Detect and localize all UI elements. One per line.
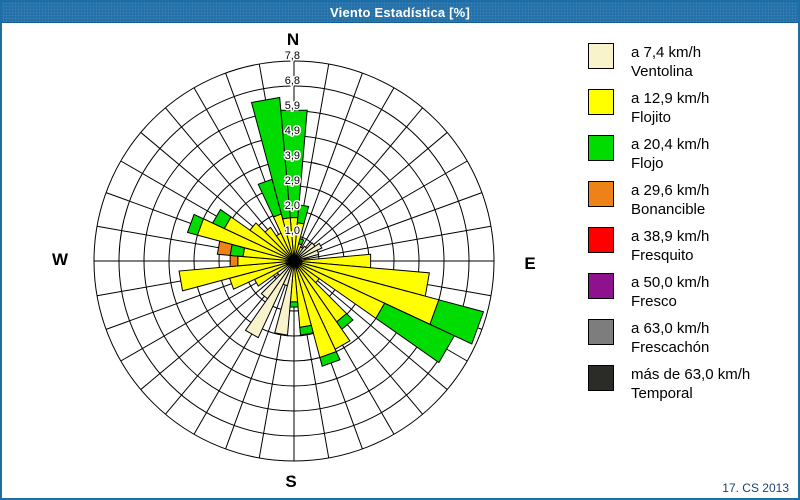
legend-item: a 63,0 km/h Frescachón: [588, 319, 788, 357]
legend-swatch: [588, 135, 614, 161]
ring-label: 4,9: [285, 125, 300, 137]
legend-item: más de 63,0 km/h Temporal: [588, 365, 788, 403]
chart-area: 1,0 2,0 2,9 3,9 4,9 5,9 6,8 7,8 N E S W a 7,4 k…: [2, 23, 798, 498]
legend: a 7,4 km/h Ventolina a 12,9 km/h Flojito a 2…: [588, 43, 788, 411]
legend-item: a 20,4 km/h Flojo: [588, 135, 788, 173]
legend-label: más de 63,0 km/h Temporal: [631, 366, 751, 402]
legend-label: a 20,4 km/h Flojo: [631, 136, 710, 172]
legend-item: a 29,6 km/h Bonancible: [588, 181, 788, 219]
legend-label: a 50,0 km/h Fresco: [631, 274, 710, 310]
compass-east-label: E: [524, 254, 536, 273]
legend-swatch: [588, 365, 614, 391]
ring-label: 7,8: [285, 50, 300, 62]
ring-label: 2,0: [285, 200, 300, 212]
legend-label: a 29,6 km/h Bonancible: [631, 182, 710, 218]
ring-label: 1,0: [285, 225, 300, 237]
legend-swatch: [588, 319, 614, 345]
legend-item: a 38,9 km/h Fresquito: [588, 227, 788, 265]
legend-swatch: [588, 89, 614, 115]
compass-west-label: W: [51, 250, 69, 269]
legend-label: a 63,0 km/h Frescachón: [631, 320, 710, 356]
legend-swatch: [588, 181, 614, 207]
ring-label: 2,9: [285, 175, 300, 187]
legend-item: a 50,0 km/h Fresco: [588, 273, 788, 311]
legend-swatch: [588, 227, 614, 253]
ring-label: 3,9: [285, 150, 300, 162]
legend-swatch: [588, 43, 614, 69]
legend-item: a 7,4 km/h Ventolina: [588, 43, 788, 81]
compass-south-label: S: [285, 472, 297, 491]
wind-rose-svg: 1,0 2,0 2,9 3,9 4,9 5,9 6,8 7,8: [93, 49, 495, 462]
ring-label: 6,8: [285, 75, 300, 87]
legend-label: a 7,4 km/h Ventolina: [631, 44, 702, 80]
legend-swatch: [588, 273, 614, 299]
legend-item: a 12,9 km/h Flojito: [588, 89, 788, 127]
compass-north-label: N: [286, 30, 300, 49]
window-title: Viento Estadística [%]: [330, 4, 470, 20]
legend-label: a 12,9 km/h Flojito: [631, 90, 710, 126]
legend-label: a 38,9 km/h Fresquito: [631, 228, 710, 264]
ring-label: 5,9: [285, 100, 300, 112]
credit-text: 17. CS 2013: [722, 481, 789, 495]
title-bar: Viento Estadística [%]: [2, 2, 798, 23]
